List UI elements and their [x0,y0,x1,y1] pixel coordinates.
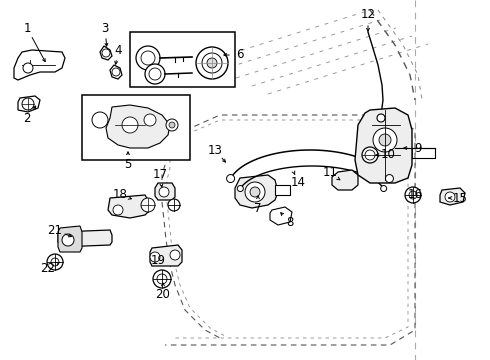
Circle shape [136,46,160,70]
Circle shape [245,182,265,202]
Circle shape [207,58,217,68]
Polygon shape [355,108,412,183]
Text: 16: 16 [408,189,422,202]
Text: 1: 1 [23,22,31,35]
Circle shape [144,114,156,126]
FancyBboxPatch shape [130,32,235,87]
Polygon shape [150,245,182,266]
Text: 22: 22 [41,261,55,274]
Text: 8: 8 [286,216,294,229]
Circle shape [168,199,180,211]
Circle shape [362,147,378,163]
Text: 6: 6 [236,49,244,62]
Polygon shape [440,188,465,205]
Text: 15: 15 [453,192,467,204]
Circle shape [169,122,175,128]
Polygon shape [108,195,148,218]
Circle shape [22,98,34,110]
Polygon shape [106,105,170,148]
Circle shape [141,198,155,212]
Circle shape [23,63,33,73]
Circle shape [386,175,393,183]
Circle shape [202,53,222,73]
Text: 19: 19 [150,253,166,266]
Circle shape [170,250,180,260]
Circle shape [122,117,138,133]
Circle shape [196,47,228,79]
Circle shape [166,119,178,131]
Text: 20: 20 [155,288,171,302]
Polygon shape [100,46,112,60]
Text: 13: 13 [208,144,222,157]
Circle shape [377,114,385,122]
Text: 7: 7 [254,202,262,215]
Polygon shape [235,175,278,208]
Text: 2: 2 [23,112,31,125]
Text: 10: 10 [381,148,395,162]
Text: 3: 3 [101,22,109,35]
Text: 9: 9 [414,141,422,154]
Polygon shape [332,170,358,190]
Circle shape [113,205,123,215]
Circle shape [112,68,120,76]
Circle shape [102,49,110,57]
Text: 21: 21 [48,224,63,237]
Text: 4: 4 [114,44,122,57]
Circle shape [445,192,455,202]
Text: 14: 14 [291,175,305,189]
Circle shape [150,252,160,262]
Polygon shape [110,65,122,79]
FancyBboxPatch shape [82,95,190,160]
Polygon shape [270,207,292,225]
Text: 5: 5 [124,158,132,171]
Polygon shape [275,185,290,195]
Circle shape [237,185,244,192]
Polygon shape [155,183,175,200]
Circle shape [141,51,155,65]
Circle shape [145,64,165,84]
Circle shape [159,187,169,197]
Circle shape [365,150,375,160]
Text: 17: 17 [152,168,168,181]
Polygon shape [14,50,65,80]
Circle shape [381,185,387,192]
Circle shape [153,270,171,288]
Polygon shape [58,226,82,252]
Text: 11: 11 [322,166,338,180]
Circle shape [405,187,421,203]
Circle shape [47,254,63,270]
Circle shape [409,191,417,199]
Circle shape [149,68,161,80]
Circle shape [51,258,59,266]
Circle shape [226,175,235,183]
Circle shape [379,134,391,146]
Circle shape [92,112,108,128]
Circle shape [250,187,260,197]
Circle shape [157,274,167,284]
Text: 18: 18 [113,189,127,202]
Polygon shape [58,230,112,247]
Circle shape [62,234,74,246]
Text: 12: 12 [361,9,375,22]
Circle shape [373,128,397,152]
Polygon shape [18,96,40,112]
